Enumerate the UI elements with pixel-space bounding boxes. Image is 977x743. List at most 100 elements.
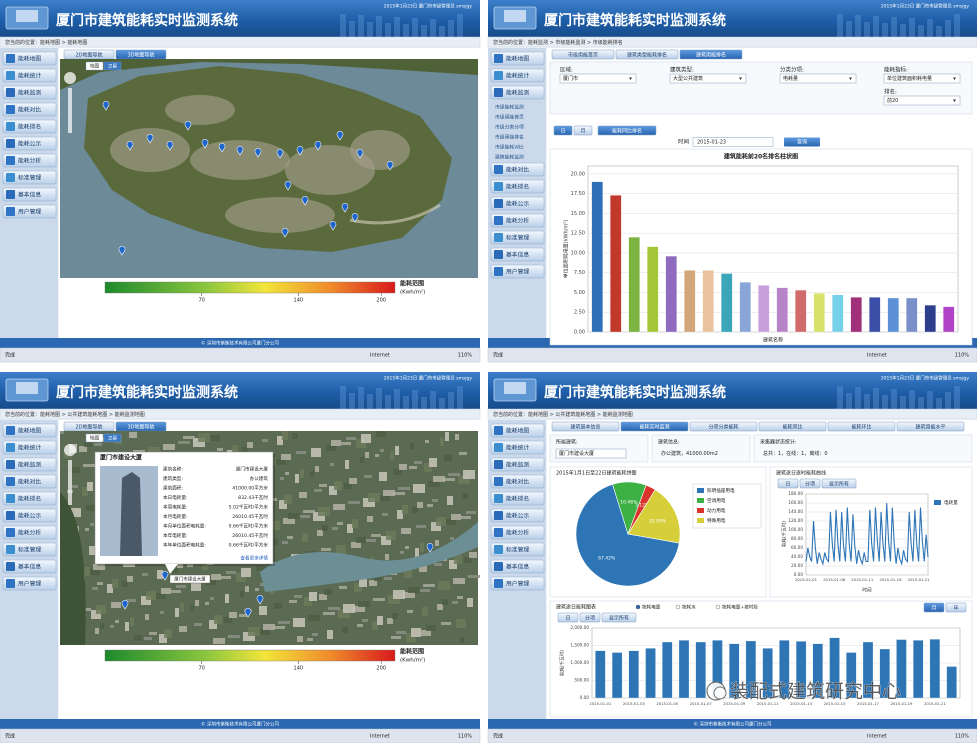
menu-label: 能耗排名	[506, 183, 529, 191]
map-type-button[interactable]	[85, 61, 104, 71]
select-box[interactable]	[883, 73, 961, 84]
select-box[interactable]	[669, 73, 747, 84]
map-marker[interactable]	[166, 141, 174, 151]
tab[interactable]	[551, 49, 615, 60]
menu-item[interactable]	[490, 68, 545, 83]
popup-link[interactable]: 查看更多详情	[240, 555, 268, 562]
map-marker[interactable]	[236, 146, 244, 156]
map-marker[interactable]	[341, 203, 349, 213]
menu-item[interactable]	[2, 457, 57, 472]
map-marker[interactable]	[201, 139, 209, 149]
tab[interactable]	[758, 421, 827, 432]
menu-item[interactable]	[2, 440, 57, 455]
menu-item[interactable]	[2, 474, 57, 489]
map-marker[interactable]	[118, 246, 126, 256]
menu-item[interactable]	[2, 576, 57, 591]
tab[interactable]	[689, 421, 758, 432]
menu-item[interactable]	[2, 68, 57, 83]
map-building	[198, 433, 210, 442]
menu-item[interactable]	[490, 508, 545, 523]
menu-item[interactable]	[2, 187, 57, 202]
tab[interactable]	[553, 125, 573, 136]
tab[interactable]	[821, 478, 857, 489]
tab[interactable]	[615, 49, 679, 60]
menu-item[interactable]	[490, 576, 545, 591]
tab[interactable]	[896, 421, 965, 432]
menu-item[interactable]	[490, 230, 545, 245]
menu-item[interactable]	[490, 457, 545, 472]
menu-item[interactable]	[490, 423, 545, 438]
map-marker[interactable]	[296, 146, 304, 156]
map-type-button[interactable]	[103, 61, 122, 71]
map-marker[interactable]	[126, 141, 134, 151]
menu-item[interactable]	[490, 525, 545, 540]
select-box[interactable]	[883, 95, 961, 106]
map-marker[interactable]	[386, 161, 394, 171]
tab[interactable]	[601, 612, 637, 623]
tab[interactable]	[679, 49, 743, 60]
map-marker[interactable]	[254, 148, 262, 158]
menu-item[interactable]	[490, 474, 545, 489]
map-marker[interactable]	[351, 213, 359, 223]
tab[interactable]	[557, 612, 579, 623]
menu-item[interactable]	[490, 51, 545, 66]
tab[interactable]	[827, 421, 896, 432]
menu-item[interactable]	[2, 559, 57, 574]
query-button[interactable]	[784, 137, 820, 147]
menu-item[interactable]	[2, 525, 57, 540]
menu-item[interactable]	[490, 213, 545, 228]
tab[interactable]	[777, 478, 799, 489]
menu-item[interactable]	[2, 204, 57, 219]
map-marker[interactable]	[301, 196, 309, 206]
menu-item[interactable]	[2, 119, 57, 134]
map-marker[interactable]	[184, 121, 192, 131]
menu-icon	[494, 182, 503, 191]
tab[interactable]	[597, 125, 657, 136]
menu-item[interactable]	[490, 491, 545, 506]
menu-item[interactable]	[2, 153, 57, 168]
tab[interactable]	[579, 612, 601, 623]
map-marker[interactable]	[284, 181, 292, 191]
tab[interactable]	[573, 125, 593, 136]
menu-item[interactable]	[490, 85, 545, 100]
menu-item[interactable]	[2, 85, 57, 100]
menu-item[interactable]	[2, 102, 57, 117]
menu-item[interactable]	[2, 508, 57, 523]
map-type-button[interactable]	[85, 433, 104, 443]
map-marker[interactable]	[281, 228, 289, 238]
breadcrumb-bar	[487, 408, 977, 420]
tab[interactable]	[799, 478, 821, 489]
menu-item[interactable]	[490, 542, 545, 557]
menu-item[interactable]	[490, 559, 545, 574]
tab[interactable]	[945, 602, 967, 613]
map-marker[interactable]	[314, 141, 322, 151]
tab[interactable]	[923, 602, 945, 613]
map-marker[interactable]	[276, 149, 284, 159]
menu-item[interactable]	[2, 136, 57, 151]
menu-item[interactable]	[490, 162, 545, 177]
map-type-button[interactable]	[103, 433, 122, 443]
map-marker[interactable]	[102, 101, 110, 111]
select-box[interactable]	[779, 73, 857, 84]
map-marker[interactable]	[336, 131, 344, 141]
menu-item[interactable]	[490, 264, 545, 279]
menu-item[interactable]	[2, 491, 57, 506]
menu-item[interactable]	[2, 542, 57, 557]
map-marker[interactable]	[146, 134, 154, 144]
map-marker[interactable]	[218, 143, 226, 153]
menu-icon	[6, 122, 15, 131]
x-tick-label: 2015-01-21	[924, 701, 946, 706]
menu-item[interactable]	[490, 247, 545, 262]
menu-item[interactable]	[490, 179, 545, 194]
menu-item[interactable]	[2, 423, 57, 438]
menu-item[interactable]	[2, 170, 57, 185]
menu-item[interactable]	[490, 440, 545, 455]
tab[interactable]	[620, 421, 689, 432]
menu-item[interactable]	[2, 51, 57, 66]
select-box[interactable]	[559, 73, 637, 84]
header-skyline	[340, 386, 346, 409]
menu-item[interactable]	[490, 196, 545, 211]
tab[interactable]	[551, 421, 620, 432]
map-marker[interactable]	[329, 221, 337, 231]
map-marker[interactable]	[356, 149, 364, 159]
